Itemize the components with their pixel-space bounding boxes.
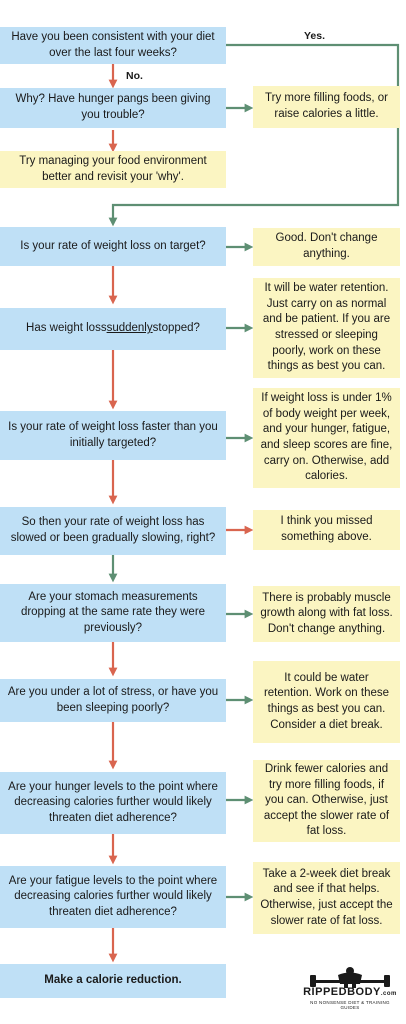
q5-before: Has weight loss [26, 322, 107, 335]
answer-under-one-percent: If weight loss is under 1% of body weigh… [253, 388, 400, 488]
question-suddenly-stopped: Has weight loss suddenly stopped? [0, 308, 226, 350]
question-fatigue-levels: Are your fatigue levels to the point whe… [0, 866, 226, 928]
answer-fewer-calories: Drink fewer calories and try more fillin… [253, 760, 400, 842]
q5-underlined: suddenly [106, 322, 153, 335]
question-stomach-measurements: Are your stomach measurements dropping a… [0, 584, 226, 642]
advice-food-environment: Try managing your food environment bette… [0, 151, 226, 188]
answer-filling-foods: Try more filling foods, or raise calorie… [253, 86, 400, 128]
yes-loop-connector [108, 43, 400, 227]
answer-two-week-break: Take a 2-week diet break and see if that… [253, 862, 400, 934]
question-hunger-pangs: Why? Have hunger pangs been giving you t… [0, 88, 226, 128]
question-consistent-diet: Have you been consistent with your diet … [0, 27, 226, 64]
brand-tagline: NO NONSENSE DIET & TRAINING GUIDES [310, 1000, 390, 1010]
final-calorie-reduction-text: Make a calorie reduction. [44, 974, 182, 987]
question-slowed-down: So then your rate of weight loss has slo… [0, 507, 226, 555]
no-label: No. [126, 70, 143, 82]
question-hunger-levels: Are your hunger levels to the point wher… [0, 772, 226, 834]
yes-label: Yes. [304, 30, 326, 42]
athlete-icon [310, 967, 390, 988]
question-stress-sleep: Are you under a lot of stress, or have y… [0, 679, 226, 722]
question-rate-on-target: Is your rate of weight loss on target? [0, 227, 226, 266]
answer-dont-change: Good. Don't change anything. [253, 228, 400, 266]
question-faster-than-target: Is your rate of weight loss faster than … [0, 411, 226, 460]
answer-muscle-growth: There is probably muscle growth along wi… [253, 586, 400, 642]
answer-diet-break: It could be water retention. Work on the… [253, 661, 400, 743]
final-calorie-reduction: Make a calorie reduction. [0, 964, 226, 998]
brand-name: RIPPEDBODY.com [303, 986, 397, 998]
answer-water-retention: It will be water retention. Just carry o… [253, 278, 400, 378]
q5-after: stopped? [152, 322, 200, 335]
ripped-body-logo: RIPPEDBODY.com NO NONSENSE DIET & TRAINI… [300, 966, 400, 1010]
answer-missed-something: I think you missed something above. [253, 510, 400, 550]
